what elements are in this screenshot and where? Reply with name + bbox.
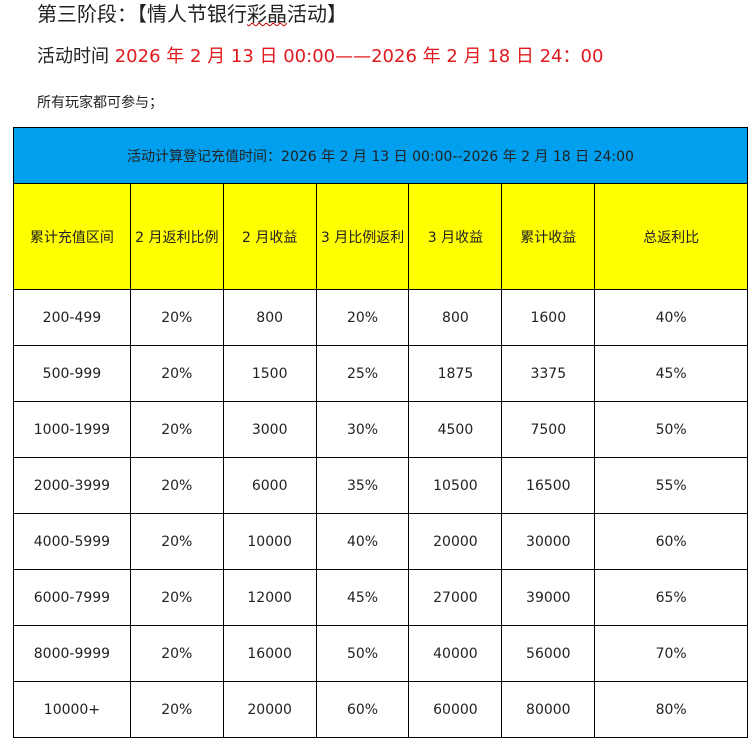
table-cell: 80000: [501, 681, 596, 738]
table-cell: 25%: [315, 345, 410, 402]
table-cell: 20%: [315, 289, 410, 346]
table-cell: 20%: [129, 569, 224, 626]
table-cell: 2000-3999: [13, 457, 131, 514]
table-cell: 500-999: [13, 345, 131, 402]
table-cell: 45%: [315, 569, 410, 626]
table-cell: 10000+: [13, 681, 131, 738]
table-cell: 35%: [315, 457, 410, 514]
header-cell: 累计充值区间: [13, 183, 131, 290]
banner-cell: 活动计算登记充值时间：2026 年 2 月 13 日 00:00--2026 年…: [13, 127, 748, 184]
banner-row: 活动计算登记充值时间：2026 年 2 月 13 日 00:00--2026 年…: [13, 127, 748, 184]
table-cell: 60%: [594, 513, 748, 570]
rebate-table: 活动计算登记充值时间：2026 年 2 月 13 日 00:00--2026 年…: [13, 127, 748, 738]
table-cell: 40%: [315, 513, 410, 570]
table-cell: 27000: [408, 569, 503, 626]
table-row: 8000-9999 20% 16000 50% 40000 56000 70%: [13, 625, 748, 682]
table-cell: 1875: [408, 345, 503, 402]
page-title: 第三阶段：【情人节银行彩晶活动】: [37, 0, 347, 28]
table-cell: 4500: [408, 401, 503, 458]
time-label: 活动时间: [37, 46, 115, 67]
table-row: 200-499 20% 800 20% 800 1600 40%: [13, 289, 748, 346]
table-cell: 40%: [594, 289, 748, 346]
title-prefix: 第三阶段：【情人节银行: [37, 2, 247, 26]
header-row: 累计充值区间 2 月返利比例 2 月收益 3 月比例返利 3 月收益 累计收益 总返利比: [13, 183, 748, 290]
table-cell: 20%: [129, 513, 224, 570]
table-cell: 16000: [222, 625, 317, 682]
table-row: 4000-5999 20% 10000 40% 20000 30000 60%: [13, 513, 748, 570]
table-row: 2000-3999 20% 6000 35% 10500 16500 55%: [13, 457, 748, 514]
table-cell: 1600: [501, 289, 596, 346]
table-cell: 10000: [222, 513, 317, 570]
table-cell: 20000: [408, 513, 503, 570]
time-value: 2026 年 2 月 13 日 00:00——2026 年 2 月 18 日 2…: [114, 46, 604, 67]
header-cell: 2 月收益: [222, 183, 317, 290]
table-row: 6000-7999 20% 12000 45% 27000 39000 65%: [13, 569, 748, 626]
table-cell: 800: [408, 289, 503, 346]
table-cell: 20%: [129, 401, 224, 458]
table-cell: 50%: [315, 625, 410, 682]
table-cell: 20000: [222, 681, 317, 738]
header-cell: 累计收益: [501, 183, 596, 290]
table-cell: 60%: [315, 681, 410, 738]
table-row: 500-999 20% 1500 25% 1875 3375 45%: [13, 345, 748, 402]
table-cell: 200-499: [13, 289, 131, 346]
table-cell: 20%: [129, 345, 224, 402]
title-suffix: 活动】: [287, 2, 347, 26]
table-cell: 45%: [594, 345, 748, 402]
title-misspelled-word: 彩晶: [247, 2, 287, 26]
table-cell: 56000: [501, 625, 596, 682]
table-cell: 39000: [501, 569, 596, 626]
table-row: 1000-1999 20% 3000 30% 4500 7500 50%: [13, 401, 748, 458]
table-cell: 3000: [222, 401, 317, 458]
table-cell: 20%: [129, 625, 224, 682]
table-cell: 60000: [408, 681, 503, 738]
table-cell: 12000: [222, 569, 317, 626]
table-cell: 800: [222, 289, 317, 346]
table-cell: 10500: [408, 457, 503, 514]
table-cell: 7500: [501, 401, 596, 458]
header-cell: 总返利比: [594, 183, 748, 290]
table-cell: 30%: [315, 401, 410, 458]
table-cell: 8000-9999: [13, 625, 131, 682]
table-cell: 30000: [501, 513, 596, 570]
table-cell: 1500: [222, 345, 317, 402]
table-cell: 70%: [594, 625, 748, 682]
header-cell: 3 月收益: [408, 183, 503, 290]
table-cell: 65%: [594, 569, 748, 626]
table-cell: 50%: [594, 401, 748, 458]
table-cell: 20%: [129, 681, 224, 738]
table-cell: 20%: [129, 457, 224, 514]
table-cell: 4000-5999: [13, 513, 131, 570]
header-cell: 2 月返利比例: [129, 183, 224, 290]
table-row: 10000+ 20% 20000 60% 60000 80000 80%: [13, 681, 748, 738]
table-cell: 6000-7999: [13, 569, 131, 626]
table-cell: 80%: [594, 681, 748, 738]
activity-time: 活动时间 2026 年 2 月 13 日 00:00——2026 年 2 月 1…: [37, 44, 603, 70]
table-cell: 1000-1999: [13, 401, 131, 458]
header-cell: 3 月比例返利: [315, 183, 410, 290]
table-cell: 55%: [594, 457, 748, 514]
table-cell: 40000: [408, 625, 503, 682]
table-cell: 6000: [222, 457, 317, 514]
table-cell: 3375: [501, 345, 596, 402]
eligibility-note: 所有玩家都可参与；: [37, 95, 163, 111]
table-cell: 20%: [129, 289, 224, 346]
table-cell: 16500: [501, 457, 596, 514]
